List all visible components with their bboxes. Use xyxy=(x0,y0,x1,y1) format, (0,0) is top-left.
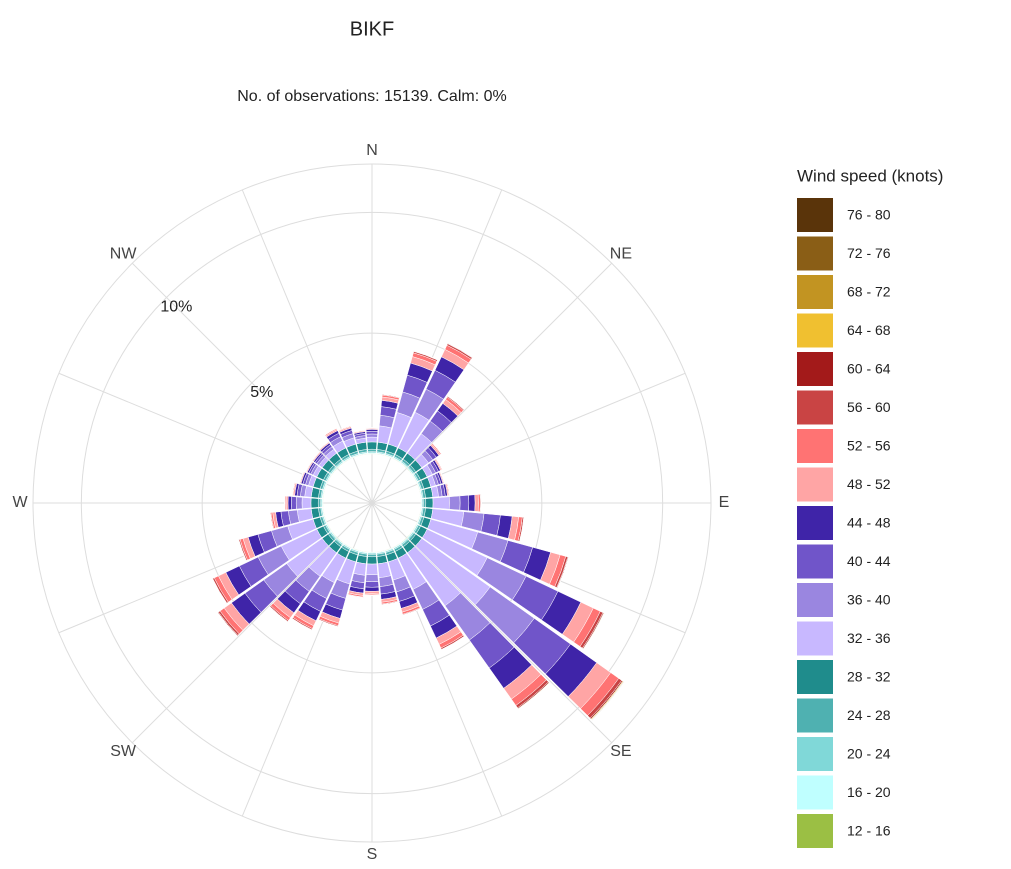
wedge xyxy=(291,618,312,631)
legend-label: 20 - 24 xyxy=(847,746,891,762)
wedge xyxy=(459,494,470,512)
legend-swatch xyxy=(797,467,833,502)
legend-label: 40 - 44 xyxy=(847,553,891,569)
wedge xyxy=(365,431,379,435)
legend-label: 60 - 64 xyxy=(847,361,891,377)
legend-swatch xyxy=(797,775,833,810)
wedge xyxy=(365,574,379,582)
wedge xyxy=(299,471,304,484)
wedge xyxy=(432,442,442,454)
wedge xyxy=(217,612,238,637)
legend-label: 36 - 40 xyxy=(847,592,891,608)
wedge xyxy=(425,497,434,509)
legend-swatch xyxy=(797,198,833,232)
wedge xyxy=(591,681,625,721)
wedge xyxy=(366,433,378,438)
legend-label: 44 - 48 xyxy=(847,515,891,531)
chart-subtitle: No. of observations: 15139. Calm: 0% xyxy=(237,88,506,105)
angle-tick xyxy=(371,502,613,744)
legend-swatch xyxy=(797,621,833,656)
wedge xyxy=(432,496,450,510)
legend-swatch xyxy=(797,236,833,271)
chart-title: BIKF xyxy=(350,18,394,40)
y-tick-label: 10% xyxy=(160,299,192,316)
legend: 12 - 16 16 - 20 20 - 24 24 - 28 28 - 32 32 - … xyxy=(797,198,891,848)
legend-label: 28 - 32 xyxy=(847,669,891,685)
direction-label: NE xyxy=(610,245,632,262)
wedge xyxy=(447,395,465,410)
direction-label: SW xyxy=(110,743,137,760)
wedge xyxy=(366,436,378,443)
legend-swatch xyxy=(797,352,833,386)
wedge xyxy=(441,636,465,651)
wedge xyxy=(305,461,312,472)
legend-swatch xyxy=(797,698,833,733)
wedge xyxy=(448,495,461,511)
direction-label: NW xyxy=(110,245,138,262)
wedge xyxy=(317,498,322,508)
wedge xyxy=(287,495,292,511)
wedge xyxy=(310,497,319,509)
legend-title: Wind speed (knots) xyxy=(797,166,943,185)
legend-label: 16 - 20 xyxy=(847,784,891,800)
wedge xyxy=(338,425,351,431)
wedge xyxy=(366,556,378,565)
wedge xyxy=(474,494,479,512)
wedge xyxy=(291,496,297,510)
angle-tick xyxy=(131,502,373,744)
wedge xyxy=(518,682,550,710)
wedge xyxy=(367,553,377,558)
legend-swatch xyxy=(797,660,833,694)
angle-tick xyxy=(371,262,613,504)
legend-swatch xyxy=(797,275,833,309)
wedge xyxy=(367,448,377,453)
wedge xyxy=(364,581,380,588)
bars xyxy=(211,342,625,721)
legend-swatch xyxy=(797,544,833,579)
wedge xyxy=(365,563,379,575)
legend-label: 56 - 60 xyxy=(847,399,891,415)
legend-swatch xyxy=(797,814,833,848)
legend-label: 48 - 52 xyxy=(847,476,891,492)
direction-label: SE xyxy=(610,743,631,760)
legend-swatch xyxy=(797,390,833,425)
legend-swatch xyxy=(797,737,833,771)
direction-label: S xyxy=(367,846,378,863)
legend-label: 64 - 68 xyxy=(847,322,891,338)
legend-swatch xyxy=(797,429,833,463)
direction-label: W xyxy=(12,494,28,511)
wedge xyxy=(364,586,380,592)
wedge xyxy=(301,497,312,509)
labels: N NE E SE S SW W NW 5% 10% xyxy=(12,142,729,863)
direction-label: N xyxy=(366,142,378,159)
legend-label: 32 - 36 xyxy=(847,630,891,646)
legend-label: 12 - 16 xyxy=(847,823,891,839)
legend-label: 72 - 76 xyxy=(847,245,891,261)
wedge xyxy=(324,427,337,436)
wedge xyxy=(318,441,329,450)
wedge xyxy=(311,451,320,461)
wedge xyxy=(366,441,378,450)
wedge xyxy=(238,539,247,561)
y-tick-label: 5% xyxy=(250,384,273,401)
angle-tick xyxy=(131,262,373,504)
grid xyxy=(32,163,712,843)
legend-label: 24 - 28 xyxy=(847,707,891,723)
wedge xyxy=(269,606,288,623)
wedge xyxy=(353,561,367,576)
wedge xyxy=(468,494,476,512)
legend-swatch xyxy=(797,583,833,617)
legend-swatch xyxy=(797,506,833,540)
wedge xyxy=(435,458,443,470)
legend-label: 68 - 72 xyxy=(847,284,891,300)
legend-label: 76 - 80 xyxy=(847,207,891,223)
wedge xyxy=(422,498,427,508)
direction-label: E xyxy=(719,494,730,511)
legend-label: 52 - 56 xyxy=(847,438,891,454)
wedge xyxy=(212,578,227,604)
legend-swatch xyxy=(797,313,833,348)
wedge xyxy=(413,350,438,360)
wedge xyxy=(295,496,303,510)
